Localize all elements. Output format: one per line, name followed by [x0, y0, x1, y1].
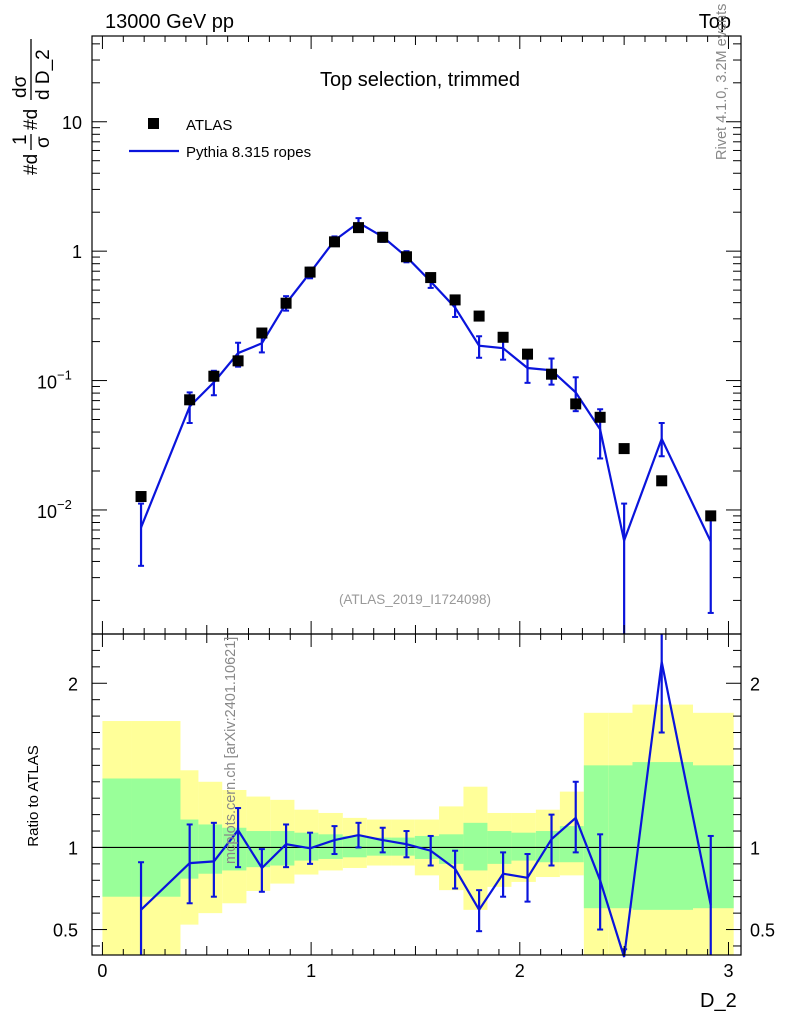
atlas-data-point — [618, 443, 630, 455]
rivet-label: Rivet 4.1.0, 3.2M events — [714, 4, 730, 160]
labels-layer: 13000 GeV pp Top Top selection, trimmed … — [10, 4, 775, 1012]
y-tick-label: 10−1 — [37, 368, 72, 393]
atlas-data-point — [570, 398, 582, 410]
y-axis-label-part: dσ — [10, 75, 31, 98]
atlas-data-point — [705, 510, 717, 522]
legend-label-mc: Pythia 8.315 ropes — [186, 144, 311, 161]
chart-title: Top selection, trimmed — [320, 69, 520, 91]
x-tick-label: 1 — [306, 961, 316, 981]
analysis-annotation: (ATLAS_2019_I1724098) — [339, 592, 491, 607]
process-label: Top — [699, 11, 731, 33]
ratio-y-tick-label: 0.5 — [53, 921, 78, 941]
atlas-data-point — [497, 331, 509, 343]
ratio-panel-frame — [91, 633, 742, 956]
legend-label-atlas: ATLAS — [186, 117, 232, 134]
ratio-y-tick-label: 2 — [68, 674, 78, 694]
uncertainty-band-inner — [246, 831, 271, 868]
atlas-data-point — [594, 411, 606, 423]
atlas-data-point — [328, 236, 340, 248]
atlas-data-point — [184, 394, 196, 406]
ratio-y-tick-label-right: 1 — [750, 838, 760, 858]
atlas-data-point — [522, 348, 534, 360]
ratio-y-tick-label: 1 — [68, 838, 78, 858]
uncertainty-band-inner — [198, 824, 223, 874]
x-axis-label: D_2 — [700, 990, 737, 1012]
y-axis-label-part: 1 — [10, 134, 31, 145]
ratio-y-tick-label-right: 0.5 — [750, 921, 775, 941]
uncertainty-band-inner — [342, 835, 367, 858]
ratio-line — [140, 661, 712, 958]
atlas-data-point — [546, 368, 558, 380]
atlas-data-point — [135, 491, 147, 503]
energy-label: 13000 GeV pp — [105, 11, 234, 33]
x-tick-label: 0 — [97, 961, 107, 981]
atlas-data-point — [352, 222, 364, 234]
y-axis-label-part: #d — [21, 109, 42, 130]
atlas-data-point — [377, 231, 389, 243]
x-tick-label: 2 — [515, 961, 525, 981]
uncertainty-band-inner — [608, 765, 633, 909]
mcplots-label: mcplots.cern.ch [arXiv:2401.10621] — [223, 637, 239, 864]
ratio-y-tick-label-right: 2 — [750, 674, 760, 694]
uncertainty-band-inner — [366, 837, 392, 856]
main-series-layer — [135, 217, 717, 634]
y-axis-label: #d 1 σ #d dσ d D_2 — [10, 39, 54, 175]
ratio-y-axis-label: Ratio to ATLAS — [25, 745, 42, 846]
atlas-data-point — [232, 355, 244, 367]
uncertainty-band-inner — [632, 762, 694, 910]
y-tick-label: 1 — [72, 242, 82, 262]
legend-marker-atlas — [148, 118, 159, 129]
atlas-data-point — [425, 272, 437, 284]
y-axis-label-part: #d — [21, 154, 42, 175]
x-tick-label: 3 — [723, 961, 733, 981]
ratio-series-layer — [138, 634, 714, 958]
uncertainty-band-inner — [131, 778, 181, 897]
atlas-data-point — [208, 370, 220, 382]
y-axis-label-part: σ — [33, 136, 54, 148]
uncertainty-band-inner — [583, 765, 609, 909]
uncertainty-band-inner — [391, 837, 415, 856]
atlas-data-point — [280, 297, 292, 309]
axes-layer — [91, 35, 742, 956]
y-axis-label-part: d D_2 — [33, 49, 54, 100]
mc-line — [139, 221, 712, 545]
uncertainty-band-inner — [463, 822, 488, 871]
atlas-data-point — [656, 475, 668, 487]
atlas-data-point — [473, 310, 485, 322]
y-tick-label: 10−2 — [37, 497, 72, 522]
y-tick-label: 10 — [62, 113, 82, 133]
atlas-data-point — [449, 294, 461, 306]
uncertainty-band-inner — [102, 778, 132, 897]
atlas-data-point — [304, 266, 316, 278]
atlas-data-point — [400, 251, 412, 263]
atlas-data-point — [256, 327, 268, 339]
uncertainty-band-inner — [511, 832, 536, 861]
